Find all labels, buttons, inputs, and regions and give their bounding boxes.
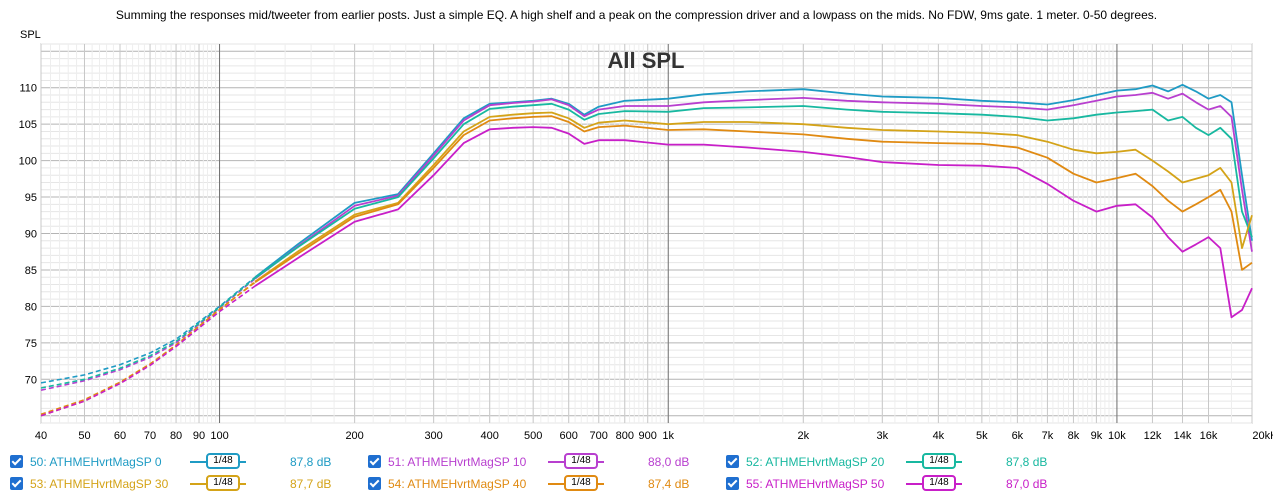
x-tick-label: 800	[616, 430, 634, 442]
series-line-dashed	[40, 277, 256, 389]
legend-item[interactable]: 53: ATHMEHvrtMagSP 30 1/48 87,7 dB	[10, 474, 350, 494]
series-line	[254, 115, 1253, 284]
x-tick-label: 70	[144, 430, 156, 442]
x-tick-label: 700	[590, 430, 608, 442]
x-tick-label: 5k	[976, 430, 988, 442]
legend-smoothing-badge[interactable]: 1/48	[564, 453, 598, 469]
x-tick-label: 10k	[1108, 430, 1126, 442]
series-0	[40, 83, 1253, 384]
legend-level: 87,8 dB	[290, 455, 332, 469]
legend-item[interactable]: 51: ATHMEHvrtMagSP 10 1/48 88,0 dB	[368, 452, 708, 472]
x-tick-label: 60	[114, 430, 126, 442]
x-tick-label: 20kHz	[1252, 430, 1273, 442]
series-line	[254, 91, 1253, 280]
legend-checkbox[interactable]	[10, 455, 23, 468]
legend: 50: ATHMEHvrtMagSP 0 1/48 87,8 dB 51: ATHME…	[0, 448, 1273, 494]
y-tick-label: 90	[25, 229, 37, 241]
y-tick-label: 75	[25, 338, 37, 350]
x-tick-label: 200	[345, 430, 363, 442]
legend-level: 88,0 dB	[648, 455, 690, 469]
x-tick-label: 400	[481, 430, 499, 442]
x-tick-label: 50	[78, 430, 90, 442]
legend-label: 55: ATHMEHvrtMagSP 50	[746, 477, 885, 491]
x-tick-label: 300	[424, 430, 442, 442]
legend-label: 54: ATHMEHvrtMagSP 40	[388, 477, 527, 491]
legend-label: 53: ATHMEHvrtMagSP 30	[30, 477, 169, 491]
legend-smoothing-badge[interactable]: 1/48	[206, 453, 240, 469]
x-tick-label: 80	[170, 430, 182, 442]
y-tick-label: 100	[19, 156, 37, 168]
series-4	[40, 115, 1253, 416]
x-tick-label: 14k	[1174, 430, 1192, 442]
x-tick-label: 1k	[662, 430, 674, 442]
chart-title: All SPL	[607, 48, 684, 73]
spl-chart[interactable]: 70 75 80 85 90 95 100 105 110 40 50 60 70 80 90 100 200 3…	[0, 0, 1273, 448]
legend-checkbox[interactable]	[368, 455, 381, 468]
legend-level: 87,7 dB	[290, 477, 332, 491]
x-tick-label: 4k	[933, 430, 945, 442]
x-tick-label: 6k	[1012, 430, 1024, 442]
y-tick-label: 105	[19, 119, 37, 131]
legend-checkbox[interactable]	[368, 477, 381, 490]
x-tick-label: 500	[524, 430, 542, 442]
legend-label: 51: ATHMEHvrtMagSP 10	[388, 455, 527, 469]
legend-level: 87,4 dB	[648, 477, 690, 491]
legend-item[interactable]: 50: ATHMEHvrtMagSP 0 1/48 87,8 dB	[10, 452, 350, 472]
x-tick-label: 9k	[1091, 430, 1103, 442]
series-2	[40, 102, 1253, 389]
legend-level: 87,8 dB	[1006, 455, 1048, 469]
legend-smoothing-badge[interactable]: 1/48	[564, 475, 598, 491]
series-line-dashed	[40, 285, 256, 417]
chart-note: Summing the responses mid/tweeter from e…	[115, 8, 1158, 22]
series-line	[254, 126, 1253, 319]
series-line	[254, 102, 1253, 279]
legend-checkbox[interactable]	[726, 477, 739, 490]
y-tick-label: 80	[25, 301, 37, 313]
y-tick-label: 70	[25, 374, 37, 386]
legend-checkbox[interactable]	[10, 477, 23, 490]
series-lines	[40, 83, 1253, 417]
legend-label: 52: ATHMEHvrtMagSP 20	[746, 455, 885, 469]
series-line-dashed	[40, 281, 256, 416]
x-tick-label: 900	[639, 430, 657, 442]
series-line	[254, 83, 1253, 278]
x-tick-label: 7k	[1042, 430, 1054, 442]
x-tick-label: 16k	[1200, 430, 1218, 442]
legend-item[interactable]: 54: ATHMEHvrtMagSP 40 1/48 87,4 dB	[368, 474, 708, 494]
x-tick-label: 40	[35, 430, 47, 442]
y-axis-label: SPL	[20, 29, 41, 41]
x-tick-label: 600	[560, 430, 578, 442]
x-tick-label: 100	[210, 430, 228, 442]
x-tick-label: 8k	[1068, 430, 1080, 442]
axes: 70 75 80 85 90 95 100 105 110 40 50 60 70 80 90 100 200 3…	[19, 83, 1273, 442]
legend-label: 50: ATHMEHvrtMagSP 0	[30, 455, 162, 469]
legend-item[interactable]: 52: ATHMEHvrtMagSP 20 1/48 87,8 dB	[726, 452, 1066, 472]
x-tick-label: 90	[193, 430, 205, 442]
grid	[40, 43, 1253, 424]
series-line-dashed	[40, 276, 256, 384]
legend-smoothing-badge[interactable]: 1/48	[206, 475, 240, 491]
legend-item[interactable]: 55: ATHMEHvrtMagSP 50 1/48 87,0 dB	[726, 474, 1066, 494]
legend-smoothing-badge[interactable]: 1/48	[922, 475, 956, 491]
legend-smoothing-badge[interactable]: 1/48	[922, 453, 956, 469]
legend-checkbox[interactable]	[726, 455, 739, 468]
series-line-dashed	[40, 278, 256, 391]
y-tick-label: 110	[19, 83, 37, 95]
y-tick-label: 85	[25, 265, 37, 277]
series-5	[40, 126, 1253, 417]
x-tick-label: 3k	[877, 430, 889, 442]
series-line	[254, 111, 1253, 283]
x-tick-label: 12k	[1144, 430, 1162, 442]
x-tick-label: 2k	[797, 430, 809, 442]
y-tick-label: 95	[25, 192, 37, 204]
series-1	[40, 91, 1253, 391]
legend-level: 87,0 dB	[1006, 477, 1048, 491]
